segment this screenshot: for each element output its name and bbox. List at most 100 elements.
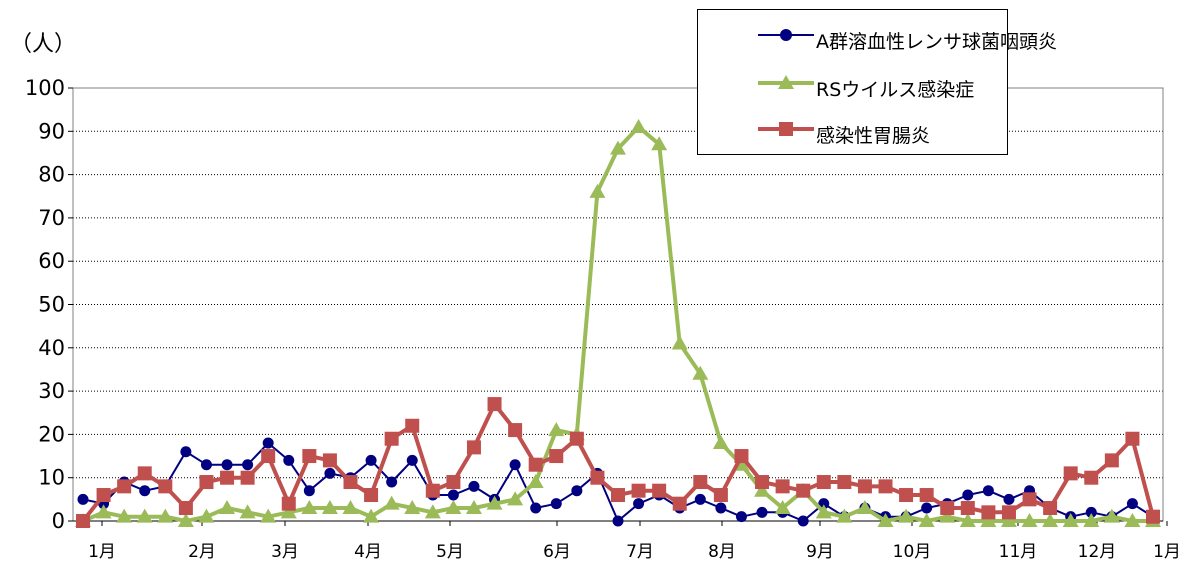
- data-point: [468, 480, 480, 492]
- x-axis-tick-labels: 1月 2月 3月 4月 5月 6月 7月 8月 9月 10月 11月 12月 1月: [88, 542, 1181, 562]
- data-point: [939, 508, 956, 523]
- data-point: [550, 498, 562, 510]
- data-point: [1103, 508, 1120, 523]
- data-point: [980, 513, 997, 527]
- data-point: [96, 488, 111, 503]
- y-axis-unit-label: （人）: [10, 32, 77, 57]
- data-point: [406, 454, 418, 466]
- data-point: [95, 504, 112, 519]
- data-point: [1104, 453, 1119, 468]
- y-tick-label: 50: [38, 293, 65, 317]
- data-point: [549, 449, 564, 464]
- data-point: [1085, 506, 1097, 518]
- data-point: [1001, 505, 1016, 520]
- data-point: [1021, 513, 1038, 527]
- data-point: [116, 508, 133, 523]
- data-point: [919, 488, 934, 503]
- x-tick-label: 1月: [1153, 542, 1181, 562]
- x-tick-label: 5月: [436, 542, 464, 562]
- y-tick-label: 0: [52, 509, 65, 533]
- data-point: [302, 449, 317, 464]
- data-point: [157, 508, 174, 523]
- data-point: [755, 475, 770, 490]
- data-point: [612, 515, 624, 527]
- data-point: [816, 475, 831, 490]
- data-point: [507, 491, 524, 506]
- data-point: [219, 500, 236, 515]
- data-point: [363, 508, 380, 523]
- data-point: [960, 501, 975, 516]
- data-point: [672, 496, 687, 511]
- data-point: [921, 502, 933, 514]
- data-point: [571, 485, 583, 497]
- data-point: [610, 140, 626, 155]
- x-tick-label: 12月: [1078, 542, 1117, 562]
- data-point: [775, 479, 790, 494]
- data-point: [1063, 466, 1078, 481]
- y-tick-label: 40: [38, 336, 65, 360]
- data-point: [713, 488, 728, 503]
- data-point: [447, 489, 459, 501]
- data-point: [694, 493, 706, 505]
- data-point: [180, 446, 192, 458]
- data-point: [818, 498, 830, 510]
- data-point: [735, 511, 747, 523]
- data-point: [321, 500, 338, 515]
- y-tick-label: 60: [38, 249, 65, 273]
- data-point: [158, 479, 173, 494]
- data-point: [1083, 513, 1100, 527]
- data-point: [774, 500, 791, 515]
- data-point: [384, 431, 399, 446]
- data-point: [487, 397, 502, 412]
- legend-item-strep: A群溶血性レンサ球菌咽頭炎: [698, 23, 1057, 53]
- data-point: [715, 502, 727, 514]
- data-point: [630, 118, 647, 133]
- data-point: [527, 474, 544, 489]
- legend-item-rsv: RSウイルス感染症: [698, 71, 1007, 101]
- data-point: [1125, 431, 1140, 446]
- data-point: [631, 483, 646, 498]
- x-tick-label: 4月: [354, 542, 382, 562]
- series-2: [76, 397, 1160, 528]
- data-point: [177, 513, 194, 527]
- data-point: [283, 454, 295, 466]
- data-point: [342, 500, 359, 515]
- data-point: [797, 515, 809, 527]
- x-tick-label: 9月: [806, 542, 834, 562]
- data-point: [548, 422, 565, 437]
- data-point: [530, 502, 542, 514]
- data-point: [466, 440, 481, 455]
- x-tick-label: 10月: [893, 542, 932, 562]
- data-point: [280, 504, 297, 519]
- data-point: [856, 500, 873, 515]
- data-point: [590, 470, 605, 485]
- data-point: [857, 479, 872, 494]
- data-point: [221, 459, 233, 471]
- data-point: [178, 501, 193, 516]
- legend-marker-square-icon: [758, 122, 814, 136]
- data-point: [756, 506, 768, 518]
- y-tick-label: 70: [38, 206, 65, 230]
- y-tick-label: 30: [38, 379, 65, 403]
- data-point: [405, 418, 420, 433]
- data-point: [982, 485, 994, 497]
- y-tick-label: 100: [25, 76, 65, 100]
- data-point: [260, 508, 277, 523]
- y-tick-label: 20: [38, 422, 65, 446]
- data-point: [303, 485, 315, 497]
- data-point: [322, 453, 337, 468]
- x-tick-label: 8月: [708, 542, 736, 562]
- series-1: [75, 118, 1161, 527]
- data-point: [76, 514, 90, 528]
- data-point: [137, 466, 152, 481]
- data-point: [611, 488, 625, 503]
- data-point: [77, 493, 89, 505]
- legend-marker-circle-icon: [758, 29, 814, 41]
- data-point: [262, 437, 274, 449]
- data-point: [386, 476, 398, 488]
- data-point: [446, 475, 461, 490]
- data-point: [425, 483, 440, 498]
- data-point: [1003, 493, 1015, 505]
- data-point: [796, 483, 811, 498]
